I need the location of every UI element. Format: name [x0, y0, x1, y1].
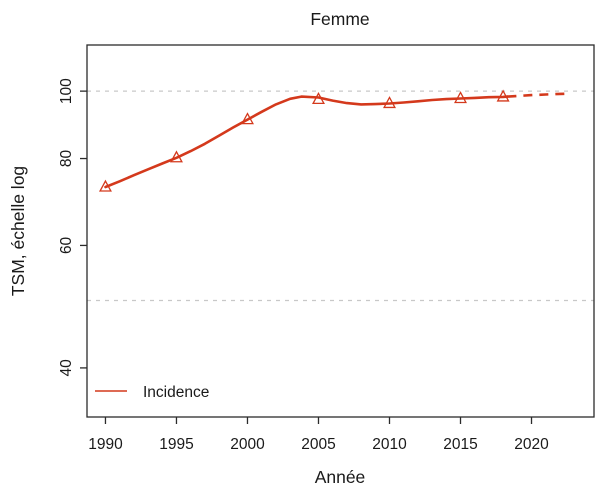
x-tick-label-2020: 2020	[514, 436, 549, 453]
y-tick-label-100: 100	[58, 78, 75, 104]
plot-border	[86, 44, 595, 418]
y-tick-label-80: 80	[58, 150, 75, 168]
data-point-marker-1990	[98, 179, 112, 192]
y-tick-label-40: 40	[58, 359, 75, 377]
data-point-marker-2000	[240, 112, 254, 125]
data-point-marker-1995	[169, 150, 183, 163]
y-tick-label-60: 60	[58, 236, 75, 254]
y-axis-label: TSM, échelle log	[8, 166, 28, 296]
legend-label: Incidence	[143, 384, 209, 401]
chart-title: Femme	[310, 9, 369, 29]
data-point-marker-2018	[496, 89, 510, 102]
x-tick-label-1995: 1995	[159, 436, 193, 453]
x-tick-label-2010: 2010	[372, 436, 407, 453]
fitted-curve	[104, 95, 509, 189]
x-tick-label-2000: 2000	[230, 436, 265, 453]
projection-curve	[507, 92, 570, 98]
data-point-marker-2010	[383, 96, 396, 109]
x-tick-label-2015: 2015	[443, 436, 477, 453]
legend: Incidence	[95, 384, 209, 401]
x-tick-label-1990: 1990	[88, 436, 123, 453]
x-axis-label: Année	[315, 467, 366, 487]
x-tick-label-2005: 2005	[301, 436, 335, 453]
data-point-marker-2015	[454, 91, 467, 104]
data-point-marker-2005	[311, 92, 325, 105]
